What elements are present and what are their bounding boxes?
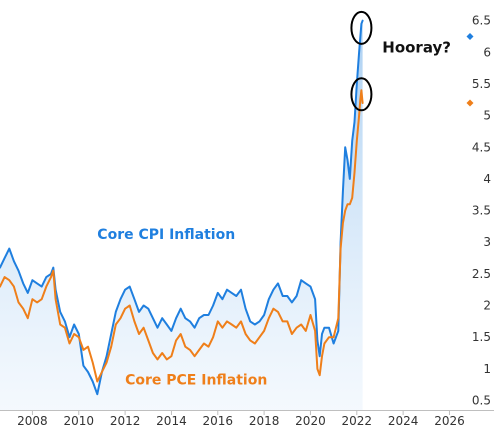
y-tick-label: 5 xyxy=(483,109,491,123)
x-tick-label: 2024 xyxy=(388,414,419,428)
y-tick-label: 5.5 xyxy=(472,77,491,91)
annotation-label: Core CPI Inflation xyxy=(97,227,235,243)
y-tick-label: 4 xyxy=(483,172,491,186)
x-tick-label: 2018 xyxy=(249,414,280,428)
x-tick-label: 2020 xyxy=(295,414,326,428)
y-tick-label: 2 xyxy=(483,299,491,313)
series-line-1 xyxy=(0,89,364,383)
x-tick-label: 2016 xyxy=(203,414,234,428)
y-tick-label: 3.5 xyxy=(472,204,491,218)
y-tick-label: 1.5 xyxy=(472,330,491,344)
y-tick-label: 0.5 xyxy=(472,394,491,408)
x-tick-label: 2026 xyxy=(434,414,465,428)
y-tick-label: 6 xyxy=(483,45,491,59)
y-tick-label: 4.5 xyxy=(472,140,491,154)
highlight-ellipse xyxy=(350,10,373,45)
series-line-0 xyxy=(0,19,364,396)
x-tick-label: 2022 xyxy=(342,414,373,428)
y-tick-label: 3 xyxy=(483,235,491,249)
highlight-ellipse xyxy=(350,77,373,112)
y-tick-label: 6.5 xyxy=(472,14,491,28)
x-tick-label: 2010 xyxy=(63,414,94,428)
axis-value-marker xyxy=(466,99,474,107)
annotation-label: Hooray? xyxy=(382,38,451,56)
x-tick-label: 2012 xyxy=(110,414,141,428)
annotation-label: Core PCE Inflation xyxy=(125,373,267,389)
x-tick-label: 2008 xyxy=(17,414,48,428)
y-tick-label: 2.5 xyxy=(472,267,491,281)
y-tick-label: 1 xyxy=(483,362,491,376)
x-tick-label: 2014 xyxy=(156,414,187,428)
axis-value-marker xyxy=(466,32,474,40)
